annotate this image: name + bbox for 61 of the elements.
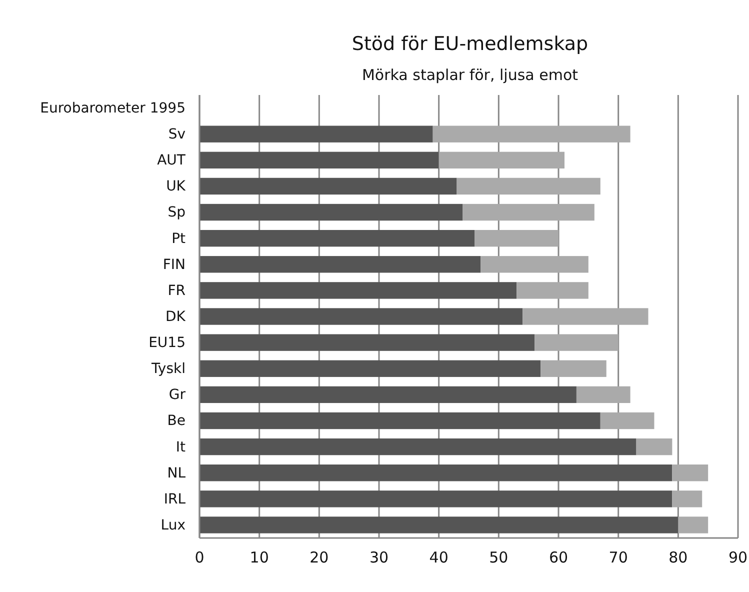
bar <box>432 126 630 142</box>
bar <box>200 152 439 168</box>
bar <box>200 126 433 142</box>
y-tick-label: Tyskl <box>150 361 186 378</box>
y-tick-label: It <box>176 439 186 456</box>
y-tick-label: Pt <box>172 230 186 247</box>
bar <box>200 256 481 273</box>
bar <box>200 230 475 247</box>
x-tick-label: 20 <box>310 548 329 567</box>
y-tick-label: Eurobarometer 1995 <box>40 100 186 117</box>
bar <box>534 334 618 351</box>
bar <box>480 256 588 273</box>
bar <box>678 516 708 534</box>
bar <box>600 412 654 430</box>
y-tick-label: Gr <box>168 387 186 404</box>
y-tick-label: Sp <box>168 204 186 221</box>
x-tick-label: 80 <box>668 548 688 567</box>
bar <box>200 386 576 404</box>
y-tick-label: NL <box>167 465 186 482</box>
bar <box>522 308 648 325</box>
bar <box>200 204 463 221</box>
x-tick-label: 70 <box>608 548 628 567</box>
bar <box>516 282 588 299</box>
bar <box>540 360 606 377</box>
y-tick-label: UK <box>166 178 186 195</box>
bar <box>636 438 672 456</box>
bar <box>200 360 541 377</box>
bar <box>200 516 678 534</box>
y-tick-label: DK <box>166 308 186 325</box>
bar <box>672 464 708 482</box>
x-tick-label: 90 <box>728 548 748 567</box>
bar <box>200 334 535 351</box>
bar <box>200 438 636 456</box>
bar <box>200 308 523 325</box>
bar <box>438 152 564 168</box>
bar <box>200 282 517 299</box>
chart-title: Stöd för EU-medlemskap <box>352 33 588 55</box>
y-tick-label: AUT <box>157 152 186 169</box>
bar <box>200 412 600 430</box>
bar <box>672 490 702 508</box>
y-tick-label: Lux <box>160 517 186 534</box>
bar <box>462 204 594 221</box>
x-tick-label: 50 <box>489 548 508 567</box>
y-tick-label: EU15 <box>148 335 186 352</box>
x-tick-label: 40 <box>429 548 448 567</box>
y-tick-label: IRL <box>164 491 186 508</box>
y-tick-label: Be <box>167 413 186 430</box>
bar <box>474 230 558 247</box>
y-tick-label: FR <box>168 282 186 299</box>
bar <box>200 490 672 508</box>
x-tick-label: 10 <box>250 548 269 567</box>
x-tick-label: 30 <box>369 548 389 567</box>
x-tick-label: 0 <box>194 548 204 567</box>
bar <box>200 464 672 482</box>
y-tick-label: Sv <box>168 126 186 143</box>
x-tick-label: 60 <box>548 548 568 567</box>
bar <box>456 178 600 195</box>
bar <box>200 178 457 195</box>
chart-subtitle: Mörka staplar för, ljusa emot <box>362 66 578 84</box>
y-tick-label: FIN <box>162 256 186 273</box>
bar <box>576 386 630 404</box>
